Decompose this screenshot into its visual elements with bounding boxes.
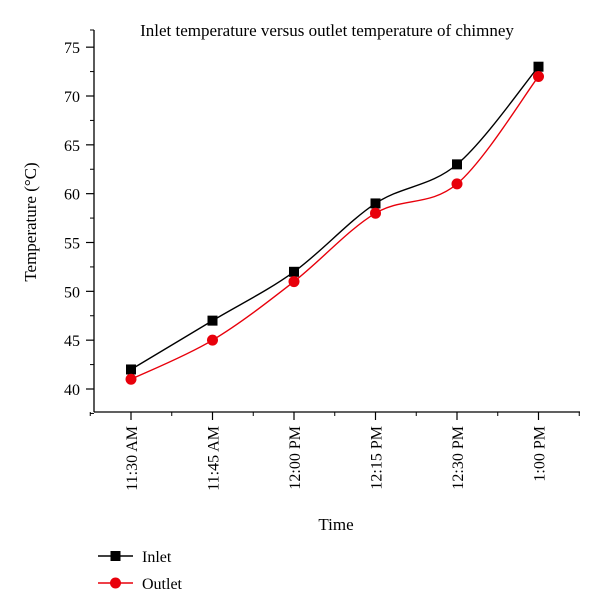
series-outlet — [125, 70, 544, 385]
y-tick-label: 70 — [64, 89, 80, 106]
y-tick-label: 75 — [64, 40, 80, 57]
y-tick-label: 50 — [64, 284, 80, 301]
x-axis-label: Time — [318, 515, 353, 534]
x-tick-label: 1:00 PM — [532, 426, 549, 482]
axes: 40 45 50 55 60 65 70 75 11:30 AM 11:45 AM 12:00 PM… — [64, 29, 580, 491]
series-line-outlet — [130, 76, 540, 380]
data-point-inlet — [452, 159, 462, 170]
chart-title: Inlet temperature versus outlet temperat… — [140, 21, 514, 40]
x-tick-label: 11:45 AM — [206, 426, 223, 491]
data-point-inlet — [370, 198, 381, 209]
y-tick-label: 55 — [64, 236, 80, 253]
legend: Inlet Outlet — [98, 549, 183, 593]
data-point-outlet — [533, 70, 544, 82]
legend-label: Outlet — [142, 576, 183, 593]
legend-marker — [110, 577, 121, 589]
data-point-inlet — [289, 266, 299, 277]
y-tick-label: 40 — [64, 382, 80, 399]
legend-marker — [110, 551, 121, 561]
y-tick-label: 60 — [64, 187, 80, 204]
data-point-outlet — [451, 178, 463, 190]
series-layer — [125, 61, 544, 385]
y-tick-label: 45 — [64, 333, 80, 350]
x-tick-label: 12:15 PM — [369, 426, 386, 490]
x-tick-label: 12:00 PM — [287, 426, 304, 490]
x-tick-label: 11:30 AM — [124, 426, 141, 491]
series-inlet — [126, 61, 544, 375]
data-point-outlet — [370, 207, 381, 219]
legend-item-inlet: Inlet — [98, 549, 172, 566]
y-tick-label: 65 — [64, 138, 80, 155]
data-point-outlet — [288, 276, 300, 288]
series-line-inlet — [130, 66, 540, 371]
data-point-inlet — [126, 364, 136, 375]
data-point-outlet — [125, 373, 137, 385]
data-point-inlet — [533, 61, 544, 72]
legend-label: Inlet — [142, 549, 172, 566]
y-axis-label: Temperature (°C) — [21, 162, 40, 281]
legend-item-outlet: Outlet — [98, 576, 183, 593]
x-tick-label: 12:30 PM — [450, 426, 467, 490]
data-point-outlet — [207, 334, 218, 346]
data-point-inlet — [207, 315, 218, 326]
